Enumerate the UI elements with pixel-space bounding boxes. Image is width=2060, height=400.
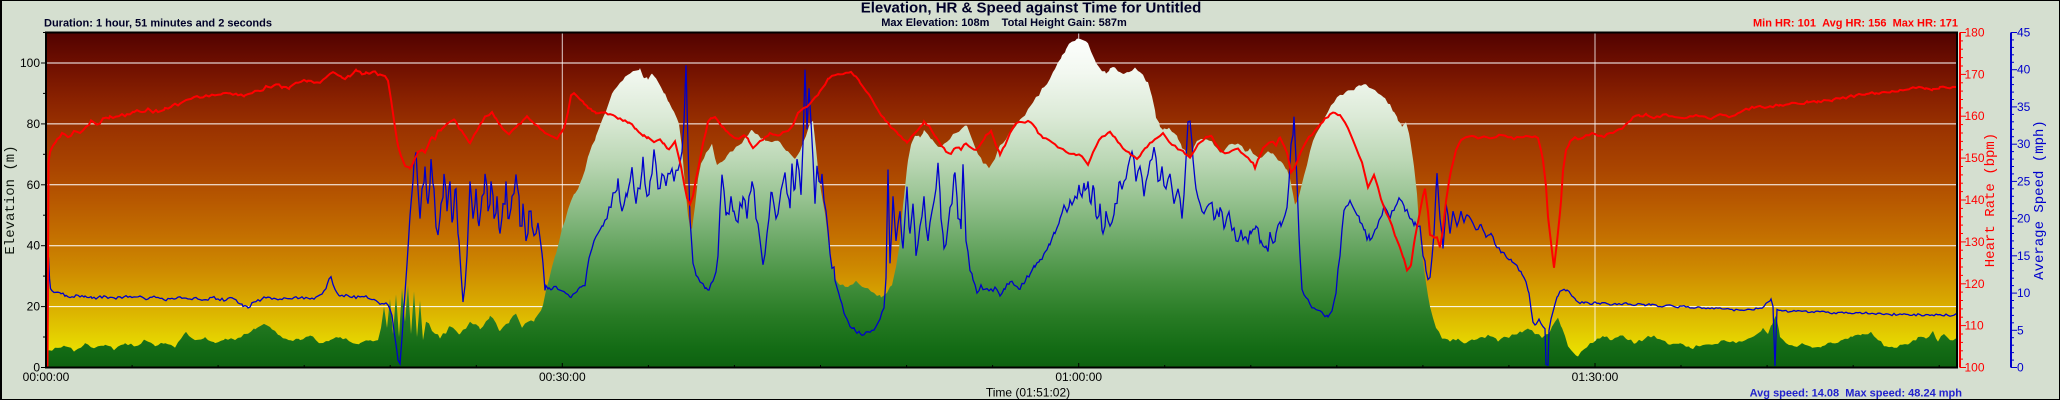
svg-text:170: 170	[1965, 67, 1985, 81]
svg-text:25: 25	[2017, 174, 2031, 188]
svg-text:150: 150	[1965, 151, 1985, 165]
svg-text:110: 110	[1965, 319, 1984, 333]
svg-text:160: 160	[1965, 109, 1985, 123]
svg-text:100: 100	[20, 56, 40, 70]
svg-text:00:00:00: 00:00:00	[23, 370, 70, 384]
svg-text:Average Speed (mph): Average Speed (mph)	[2032, 120, 2048, 280]
svg-text:80: 80	[27, 117, 41, 131]
svg-text:140: 140	[1965, 193, 1985, 207]
svg-text:Elevation, HR & Speed against: Elevation, HR & Speed against Time for U…	[861, 0, 1202, 17]
svg-text:01:30:00: 01:30:00	[1572, 370, 1619, 384]
svg-text:Avg speed: 14.08 Max speed: 4: Avg speed: 14.08 Max speed: 48.24 mph	[1750, 388, 1963, 400]
svg-text:5: 5	[2017, 323, 2024, 337]
svg-text:100: 100	[1965, 361, 1985, 375]
svg-text:Time (01:51:02): Time (01:51:02)	[986, 386, 1070, 400]
svg-text:130: 130	[1965, 235, 1985, 249]
svg-text:40: 40	[2017, 63, 2031, 77]
svg-text:01:00:00: 01:00:00	[1055, 370, 1102, 384]
svg-text:Heart Rate (bpm): Heart Rate (bpm)	[1983, 133, 1999, 267]
svg-text:35: 35	[2017, 100, 2031, 114]
svg-text:15: 15	[2017, 249, 2031, 263]
svg-text:0: 0	[33, 361, 40, 375]
svg-text:180: 180	[1965, 26, 1985, 40]
svg-text:Duration: 1 hour, 51 minutes a: Duration: 1 hour, 51 minutes and 2 secon…	[44, 18, 272, 30]
svg-text:10: 10	[2017, 286, 2031, 300]
svg-text:Max Elevation: 108m Total H: Max Elevation: 108m Total Height Gain: 5…	[881, 17, 1127, 29]
svg-text:40: 40	[27, 239, 41, 253]
svg-text:Min HR: 101 Avg HR: 156 Max: Min HR: 101 Avg HR: 156 Max HR: 171	[1753, 18, 1958, 30]
svg-text:0: 0	[2017, 361, 2024, 375]
svg-text:00:30:00: 00:30:00	[539, 370, 586, 384]
svg-text:20: 20	[27, 300, 41, 314]
svg-text:30: 30	[2017, 137, 2031, 151]
svg-text:120: 120	[1965, 277, 1985, 291]
svg-text:20: 20	[2017, 212, 2031, 226]
svg-text:Elevation (m): Elevation (m)	[3, 145, 19, 254]
svg-text:60: 60	[27, 178, 41, 192]
svg-text:45: 45	[2017, 26, 2031, 40]
